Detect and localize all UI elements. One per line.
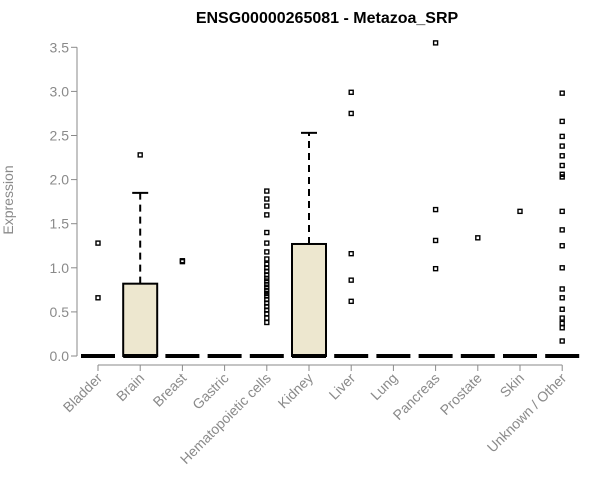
box-group [460, 235, 495, 358]
box-group [81, 240, 115, 358]
outlier-point [559, 320, 565, 327]
outlier-point [559, 338, 565, 344]
x-tick-label: Brain [113, 370, 147, 404]
outlier-point [348, 89, 354, 95]
outlier-point [348, 298, 354, 305]
outlier-point [264, 256, 270, 262]
x-tick-label: Liver [326, 370, 359, 403]
outlier-point [559, 265, 565, 271]
outlier-point [264, 212, 270, 218]
x-tick-label: Skin [497, 370, 528, 401]
outlier-point [432, 265, 439, 272]
outlier-point [264, 188, 270, 194]
outlier-point [432, 206, 439, 213]
outlier-point [264, 196, 270, 202]
y-axis-label: Expression [0, 165, 16, 234]
outlier-point [348, 110, 354, 117]
outlier-point [264, 261, 270, 267]
outlier-point [95, 295, 101, 301]
outlier-point [264, 229, 270, 236]
outlier-point [264, 315, 270, 321]
outlier-point [559, 90, 565, 96]
x-tick-label: Lung [367, 370, 400, 403]
x-tick-label: Unknown / Other [484, 370, 570, 456]
outlier-point [517, 208, 523, 215]
box-group [165, 258, 200, 358]
outlier-point [559, 143, 565, 149]
outlier-point [432, 237, 439, 244]
box-group [122, 152, 159, 358]
y-axis: 0.0 0.5 1.0 1.5 2.0 2.5 3.0 3.5 [50, 39, 78, 364]
y-tick-label: 1.0 [50, 260, 70, 276]
outlier-point [559, 208, 565, 215]
outlier-point [95, 240, 101, 246]
outlier-point [264, 319, 270, 326]
x-tick-label: Prostate [437, 370, 485, 418]
outlier-point [348, 277, 354, 283]
outlier-point [559, 243, 565, 249]
outlier-point [559, 286, 565, 292]
outlier-point [559, 315, 565, 321]
outlier-point [264, 203, 270, 209]
box [291, 242, 327, 357]
y-tick-label: 0.5 [50, 304, 70, 320]
outlier-point [559, 306, 565, 312]
outlier-point [264, 240, 270, 246]
outlier-point [559, 325, 565, 331]
outlier-point [137, 152, 143, 158]
box-group [249, 188, 284, 358]
x-tick-label: Breast [150, 370, 190, 410]
outlier-point [432, 40, 439, 46]
outlier-point [348, 250, 354, 257]
outlier-point [179, 258, 186, 264]
box-group [418, 40, 453, 358]
outlier-point [559, 171, 565, 178]
outlier-point [559, 133, 565, 140]
y-tick-label: 2.5 [50, 128, 70, 144]
box-group [503, 208, 537, 358]
box-group [545, 90, 580, 358]
y-tick-label: 3.5 [50, 39, 70, 55]
outlier-point [559, 227, 565, 233]
outlier-point [559, 118, 565, 125]
outlier-point [264, 249, 270, 255]
box [122, 282, 159, 357]
box-group [291, 131, 327, 358]
outlier-point [559, 162, 565, 169]
y-tick-label: 2.0 [50, 172, 70, 188]
y-tick-label: 3.0 [50, 83, 70, 99]
y-tick-label: 1.5 [50, 216, 70, 232]
chart-title: ENSG00000265081 - Metazoa_SRP [196, 10, 459, 27]
x-tick-label: Pancreas [390, 370, 443, 423]
box-group [334, 89, 369, 358]
outlier-point [475, 235, 481, 241]
x-tick-label: Kidney [275, 370, 317, 412]
x-tick-label: Bladder [60, 370, 106, 416]
outlier-point [559, 153, 565, 159]
boxes-layer [81, 40, 580, 358]
outlier-point [559, 295, 565, 301]
y-tick-label: 0.0 [50, 348, 70, 364]
